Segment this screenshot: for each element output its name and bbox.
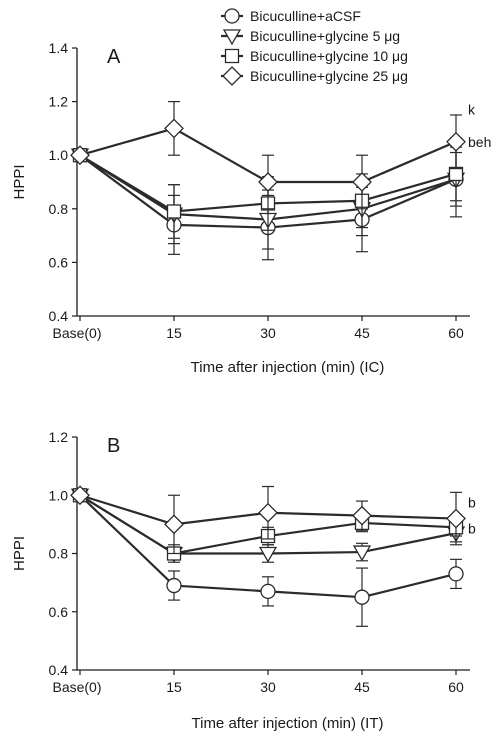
x-tick-label: 45 [354, 325, 370, 341]
data-point [70, 485, 90, 506]
series-bicuculline-acsf [72, 487, 464, 627]
x-tick-label: 45 [354, 679, 370, 695]
data-point [446, 508, 466, 529]
data-point [258, 502, 278, 523]
significance-annotation: b [468, 495, 476, 511]
data-point [352, 505, 372, 526]
legend-entry-bicuculline-glycine-5-g: Bicuculline+glycine 5 μg [221, 28, 400, 46]
data-point [354, 589, 370, 605]
legend-label: Bicuculline+glycine 5 μg [250, 28, 400, 44]
data-point [446, 131, 466, 152]
y-tick-label: 1.4 [49, 40, 69, 56]
y-tick-label: 0.4 [49, 662, 69, 678]
y-tick-label: 1.0 [49, 147, 69, 163]
legend-marker-triangle-down [222, 29, 242, 46]
legend-entry-bicuculline-glycine-25-g: Bicuculline+glycine 25 μg [221, 66, 408, 86]
x-tick-label: 15 [166, 325, 182, 341]
data-point [258, 546, 278, 563]
x-tick-label: 30 [260, 325, 276, 341]
x-tick-label: 60 [448, 325, 464, 341]
data-point [260, 583, 276, 600]
x-axis-title: Time after injection (min) (IC) [191, 359, 385, 376]
data-point [164, 118, 184, 139]
y-tick-label: 0.6 [49, 254, 69, 270]
data-point [70, 145, 90, 166]
legend-label: Bicuculline+glycine 25 μg [250, 68, 408, 84]
legend-marker-square [224, 48, 240, 64]
legend-label: Bicuculline+aCSF [250, 8, 361, 24]
y-tick-label: 0.6 [49, 604, 69, 620]
data-point [352, 172, 372, 192]
y-tick-label: 1.2 [49, 94, 69, 110]
data-point [352, 545, 372, 562]
y-tick-label: 0.4 [49, 308, 69, 324]
panel-a: 0.4 0.6 0.8 1.0 1.2 1.4 Base(0) 15 30 45 60 Time af… [11, 40, 491, 376]
series-bicuculline-glycine-25-g [70, 100, 466, 210]
legend: Bicuculline+aCSF Bicuculline+glycine 5 μg… [221, 8, 408, 86]
legend-label: Bicuculline+glycine 10 μg [250, 48, 408, 64]
series-bicuculline-glycine-25-g [70, 485, 466, 555]
significance-annotation: beh [468, 134, 491, 150]
x-tick-label: 15 [166, 679, 182, 695]
legend-marker-diamond [222, 66, 242, 86]
x-tick-label: 60 [448, 679, 464, 695]
significance-annotation: b [468, 521, 476, 537]
x-tick-label: Base(0) [52, 325, 101, 341]
panel-label: B [107, 435, 120, 457]
data-point [164, 514, 184, 535]
y-tick-label: 1.2 [49, 429, 69, 445]
y-axis-title: HPPI [11, 164, 28, 199]
x-axis-title: Time after injection (min) (IT) [192, 715, 384, 732]
data-point [258, 172, 278, 192]
legend-entry-bicuculline-glycine-10-g: Bicuculline+glycine 10 μg [221, 48, 408, 64]
x-tick-label: Base(0) [52, 679, 101, 695]
data-point [166, 577, 182, 594]
data-point [448, 566, 464, 582]
panel-label: A [107, 46, 121, 68]
x-tick-label: 30 [260, 679, 276, 695]
legend-marker-circle [224, 8, 240, 24]
y-tick-label: 0.8 [49, 546, 69, 562]
panel-b: 0.4 0.6 0.8 1.0 1.2 Base(0) 15 30 45 60 Time after… [11, 429, 476, 732]
legend-entry-bicuculline-acsf: Bicuculline+aCSF [221, 8, 361, 24]
significance-annotation: k [468, 102, 476, 118]
y-tick-label: 1.0 [49, 487, 69, 503]
data-point [166, 204, 182, 219]
y-axis-title: HPPI [11, 536, 28, 571]
y-tick-label: 0.8 [49, 201, 69, 217]
data-point [448, 166, 464, 182]
